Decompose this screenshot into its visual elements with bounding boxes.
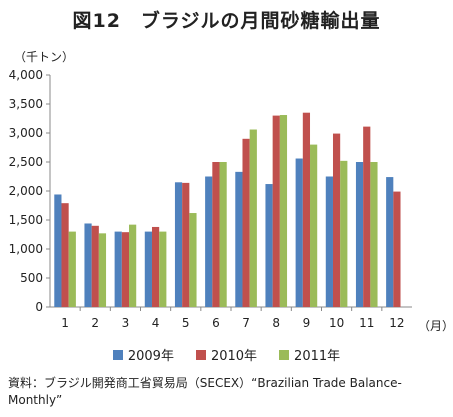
x-tick-label: 12 [389, 316, 404, 330]
bar-2009年-4 [144, 231, 152, 307]
x-tick-label: 4 [152, 316, 160, 330]
x-tick-label: 11 [359, 316, 374, 330]
x-tick-label: 10 [329, 316, 344, 330]
bar-2010年-3 [121, 232, 130, 307]
bar-2010年-11 [363, 126, 371, 308]
legend-swatch [112, 349, 123, 360]
bar-2009年-5 [174, 182, 183, 307]
bar-2010年-10 [332, 133, 341, 307]
bar-2010年-12 [393, 191, 401, 307]
bar-2010年-6 [212, 162, 220, 307]
y-tick-label: 1,500 [9, 213, 43, 227]
x-axis-unit-label: （月） [418, 319, 453, 333]
chart-axes [46, 74, 412, 311]
bar-2010年-8 [272, 115, 280, 307]
x-tick-label: 1 [61, 316, 69, 330]
bar-2010年-4 [151, 226, 160, 307]
y-tick-label: 0 [35, 300, 43, 314]
legend-swatch [279, 349, 290, 360]
x-tick-label: 8 [272, 316, 280, 330]
bar-2010年-1 [61, 203, 69, 307]
bar-2011年-9 [310, 144, 318, 307]
bar-2011年-5 [189, 213, 197, 307]
y-axis-unit-label: （千トン） [14, 50, 75, 64]
x-tick-label: 2 [91, 316, 99, 330]
bar-2009年-6 [205, 176, 213, 307]
source-note: 資料：ブラジル開発商工省貿易局（SECEX）“Brazilian Trade B… [8, 376, 402, 407]
bar-2011年-4 [159, 231, 167, 307]
bar-2011年-6 [219, 162, 227, 307]
bar-2009年-11 [355, 162, 364, 307]
bar-2010年-7 [242, 138, 250, 307]
bar-2010年-9 [302, 112, 311, 307]
bar-2009年-7 [235, 171, 243, 307]
x-tick-label: 7 [242, 316, 250, 330]
bar-2009年-9 [295, 158, 303, 307]
bar-2011年-7 [249, 129, 257, 307]
bar-2011年-1 [68, 231, 76, 307]
bar-2009年-8 [265, 184, 273, 307]
chart-bars [54, 112, 401, 308]
legend-item: 2009年 [112, 345, 174, 364]
y-tick-label: 500 [20, 271, 43, 285]
y-tick-label: 3,000 [9, 126, 43, 140]
y-tick-label: 4,000 [9, 68, 43, 82]
y-tick-label: 2,000 [9, 184, 43, 198]
bar-2009年-1 [54, 194, 62, 307]
bar-2009年-2 [84, 223, 92, 307]
y-tick-label: 3,500 [9, 97, 43, 111]
bar-2011年-11 [370, 162, 378, 307]
bar-2009年-10 [325, 176, 333, 307]
y-tick-label: 2,500 [9, 155, 43, 169]
legend-item: 2011年 [279, 345, 340, 364]
legend: 2009年 2010年 2011年 [0, 345, 453, 364]
x-tick-label: 9 [303, 316, 311, 330]
x-tick-label: 5 [182, 316, 190, 330]
x-tick-labels: 1 2 3 4 5 6 7 8 9 10 11 12 [61, 316, 404, 330]
y-tick-label: 1,000 [9, 242, 43, 256]
legend-item: 2010年 [195, 345, 258, 364]
bar-2011年-3 [129, 224, 137, 307]
bar-2009年-12 [386, 177, 394, 307]
x-tick-label: 6 [212, 316, 220, 330]
bar-2011年-8 [279, 115, 288, 308]
y-tick-labels: 0 500 1,000 1,500 2,000 2,500 3,000 3,500 4,000 [9, 68, 43, 314]
bar-2010年-5 [182, 182, 190, 307]
bar-2009年-3 [114, 231, 122, 307]
x-tick-label: 3 [122, 316, 130, 330]
bar-2011年-10 [340, 160, 348, 307]
legend-label: 2009年 [127, 349, 174, 364]
figure-title: 図12 ブラジルの月間砂糖輸出量 [72, 10, 381, 32]
bar-2011年-2 [98, 233, 107, 307]
legend-label: 2011年 [294, 349, 341, 364]
legend-swatch [195, 349, 206, 360]
bar-chart: 05001,0001,5002,0002,5003,0003,5004,000 … [9, 68, 412, 330]
bar-2010年-2 [91, 225, 99, 307]
legend-label: 2010年 [210, 349, 258, 364]
